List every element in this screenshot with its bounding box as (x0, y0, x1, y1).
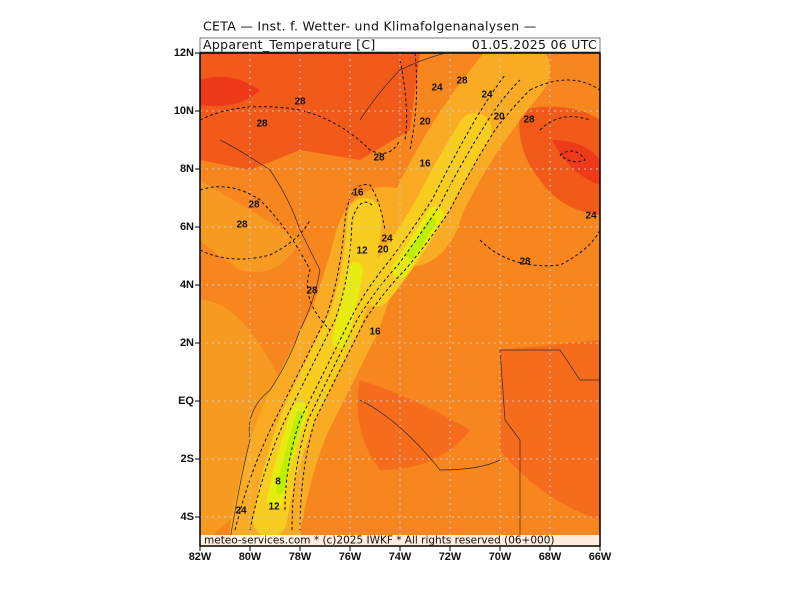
contour-label: 24 (481, 90, 493, 101)
warm-region (519, 106, 600, 215)
contour-label: 24 (381, 234, 393, 245)
contour-label: 12 (268, 502, 280, 513)
warm-region (357, 380, 470, 470)
lat-tick-label: 4S (181, 511, 194, 523)
lon-tick-label: 72W (439, 551, 462, 563)
lat-tick-label: 10N (174, 105, 194, 117)
contour-label: 16 (369, 327, 381, 338)
lon-tick-label: 82W (189, 551, 212, 563)
lon-tick-label: 66W (589, 551, 612, 563)
contour-label: 28 (373, 153, 385, 164)
variable: Apparent_Temperature [C] (203, 37, 376, 52)
contour-label: 16 (352, 188, 364, 199)
mild-region (200, 180, 300, 272)
highland-top (276, 218, 436, 494)
warm-region (500, 340, 600, 520)
contour-label: 28 (456, 76, 468, 87)
lat-tick-label: 2N (180, 337, 194, 349)
lon-tick-label: 78W (289, 551, 312, 563)
title: CETA — Inst. f. Wetter- und Klimafolgena… (203, 19, 537, 34)
contour-label: 20 (419, 117, 431, 128)
lon-tick-label: 74W (389, 551, 412, 563)
lat-tick-label: 4N (180, 279, 194, 291)
contour-label: 28 (248, 200, 260, 211)
lat-tick-label: 8N (180, 163, 194, 175)
frame (199, 52, 601, 547)
contour-label: 28 (306, 286, 318, 297)
lat-tick-label: 2S (181, 453, 194, 465)
contour-label: 8 (275, 477, 281, 488)
contour-label: 16 (419, 159, 431, 170)
contour-label: 24 (235, 506, 247, 517)
lon-tick-label: 68W (539, 551, 562, 563)
contour-label: 28 (294, 97, 306, 108)
lat-tick-label: 12N (174, 47, 194, 59)
lat-tick-label: 6N (180, 221, 194, 233)
hot-region (552, 140, 600, 185)
contour-label: 20 (493, 112, 505, 123)
lon-tick-label: 76W (339, 551, 362, 563)
contour-label: 28 (519, 257, 531, 268)
contour-label: 28 (523, 115, 535, 126)
lat-tick-label: EQ (178, 395, 194, 407)
contour-label: 28 (256, 119, 268, 130)
header-box (199, 37, 601, 53)
lon-tick-label: 80W (239, 551, 262, 563)
contour-label: 24 (585, 211, 597, 222)
lon-tick-label: 70W (489, 551, 512, 563)
hot-region (200, 76, 260, 106)
coastlines (219, 53, 600, 546)
contour-label: 12 (356, 246, 368, 257)
credit: meteo-services.com * (c)2025 IWKF * All … (204, 535, 555, 547)
mild-region (200, 300, 280, 546)
contour-label: 28 (236, 220, 248, 231)
contours (200, 53, 600, 531)
contour-label: 20 (377, 245, 389, 256)
contour-label: 24 (431, 83, 443, 94)
footer-band (200, 535, 600, 546)
datetime: 01.05.2025 06 UTC (472, 37, 597, 52)
